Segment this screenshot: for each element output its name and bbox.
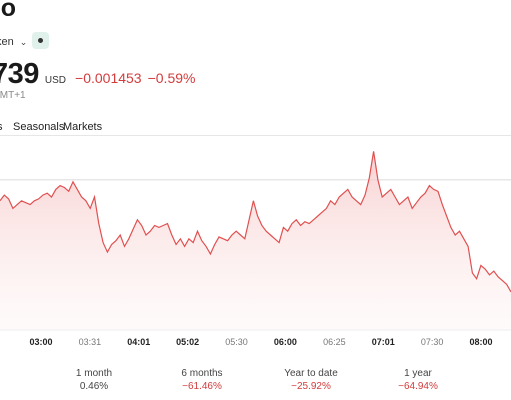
x-tick-label: 06:25 [323,337,346,347]
period-label: 1 month [75,368,113,379]
x-tick-label: 03:31 [79,337,102,347]
timezone-label: GMT+1 [0,90,26,101]
period-cell[interactable] [0,368,45,370]
period-label: 1 year [404,368,432,379]
tab-previous[interactable]: s [0,121,3,133]
current-price: 739 [0,58,39,90]
tab-bar: s Seasonals Markets [0,118,511,136]
period-value: 0.46% [79,381,109,392]
x-tick-label: 08:00 [469,337,492,347]
price-line [0,151,511,293]
price-change-percent: −0.59% [147,70,196,86]
price-chart[interactable]: 03:00 03:31 04:01 05:02 05:30 06:00 06:25 07:01… [0,0,511,360]
x-tick-label: 04:01 [127,337,150,347]
x-tick-label: 05:30 [225,337,248,347]
tab-seasonals[interactable]: Seasonals [13,121,65,133]
price-row: 739 USD −0.001453 −0.59% [0,58,195,91]
x-tick-label: 07:30 [421,337,444,347]
x-tick-label: 03:00 [29,337,52,347]
dot-icon [38,38,43,43]
period-value: −64.94% [398,381,438,392]
exchange-selector[interactable]: ken ⌄ [0,32,27,52]
performance-periods: 1 month 0.46% 6 months −61.46% Year to d… [0,368,511,400]
currency-label: USD [44,75,67,86]
x-tick-label: 06:00 [274,337,297,347]
x-axis-ticks: 03:00 03:31 04:01 05:02 05:30 06:00 06:25 07:01… [29,337,492,347]
period-label: 6 months [181,368,223,379]
period-label: Year to date [284,368,338,379]
period-value: −61.46% [182,381,222,392]
price-area [0,151,511,330]
status-dot-button[interactable] [32,32,49,49]
exchange-label: ken [0,36,14,48]
chevron-down-icon: ⌄ [19,36,28,47]
period-1-year[interactable]: 1 year −64.94% [373,368,463,392]
period-6-months[interactable]: 6 months −61.46% [157,368,247,392]
x-tick-label: 07:01 [372,337,395,347]
period-1-month[interactable]: 1 month 0.46% [49,368,139,392]
tab-markets[interactable]: Markets [63,121,103,133]
period-year-to-date[interactable]: Year to date −25.92% [266,368,356,392]
period-value: −25.92% [291,381,331,392]
price-change-absolute: −0.001453 [75,70,142,86]
page-title: no [0,0,16,22]
x-tick-label: 05:02 [176,337,199,347]
